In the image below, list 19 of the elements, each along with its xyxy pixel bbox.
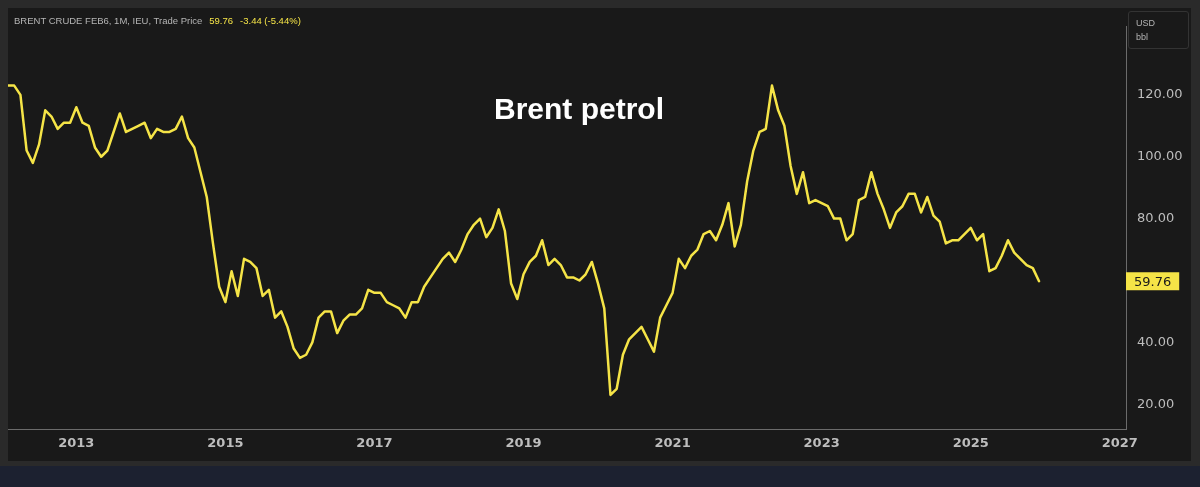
text: 59.76 — [1134, 273, 1172, 289]
x-tick-label: 2021 — [654, 435, 691, 451]
y-tick-label: 20.00 — [1137, 395, 1175, 411]
x-tick-label: 2017 — [356, 435, 393, 451]
x-tick-label: 2019 — [505, 435, 542, 451]
x-tick-label: 2013 — [58, 435, 95, 451]
y-tick-label: 120.00 — [1137, 86, 1183, 102]
y-tick-label: 40.00 — [1137, 333, 1175, 349]
y-tick-label: 100.00 — [1137, 148, 1183, 164]
chart-subtitle: BRENT CRUDE FEB6, 1M, IEU, Trade Price — [14, 14, 203, 27]
annotation: 59.76 — [209, 14, 234, 27]
y-axis-title: USD bbl — [1136, 17, 1156, 44]
x-tick-label: 2023 — [803, 435, 840, 451]
annotation: -3.44 (-5.44%) — [240, 14, 301, 27]
text: Brent petrol — [493, 92, 664, 125]
x-tick-label: 2015 — [207, 435, 244, 451]
x-tick-label: 2025 — [952, 435, 989, 451]
y-tick-label: 80.00 — [1137, 209, 1175, 225]
x-tick-label: 2027 — [1101, 435, 1138, 451]
